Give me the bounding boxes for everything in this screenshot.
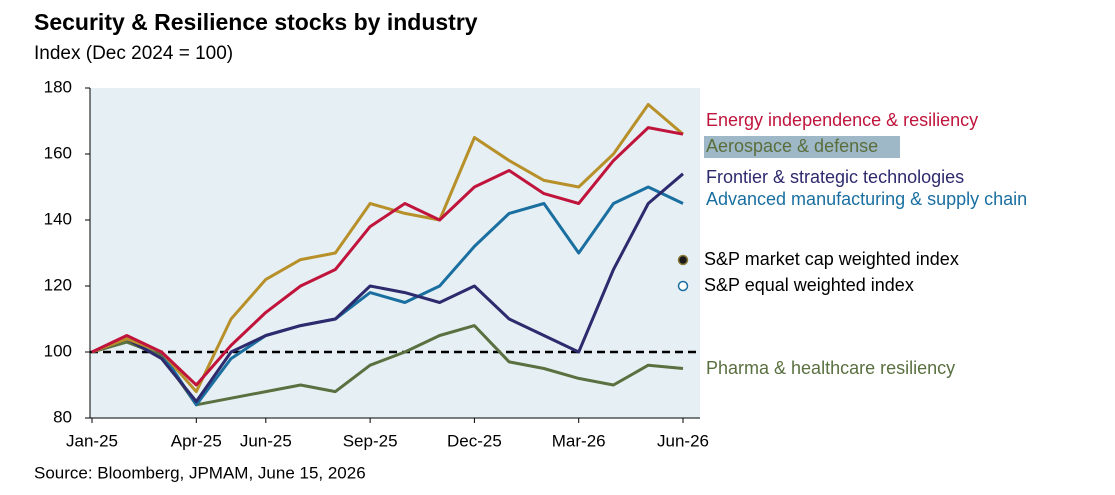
legend-label: S&P equal weighted index [704,275,914,295]
legend-label: Advanced manufacturing & supply chain [706,189,1027,209]
x-tick-label: Sep-25 [343,431,398,450]
series-line [91,172,684,403]
legend-label: Aerospace & defense [706,136,878,156]
chart-title: Security & Resilience stocks by industry [34,9,478,35]
legend-label: S&P market cap weighted index [704,249,959,269]
x-tick-label: Jun-26 [657,431,709,450]
legend-highlight [704,136,900,158]
series-line [91,126,684,387]
chart-subtitle: Index (Dec 2024 = 100) [34,43,233,64]
source: Source: Bloomberg, JPMAM, June 15, 2026 [34,463,366,482]
legend-marker [677,254,689,266]
series-line [91,103,684,394]
x-tick-label: Apr-25 [171,431,222,450]
legend-label: Frontier & strategic technologies [706,167,964,187]
y-tick-label: 80 [53,407,72,426]
x-tick-label: Jan-25 [66,431,118,450]
y-tick-label: 180 [44,77,72,96]
plot-background [90,88,700,418]
y-tick-label: 120 [44,275,72,294]
legend-marker [677,280,689,292]
y-tick-label: 140 [44,209,72,228]
legend-label: Energy independence & resiliency [706,110,978,130]
x-tick-label: Dec-25 [447,431,502,450]
y-tick-label: 100 [44,341,72,360]
legend-label: Pharma & healthcare resiliency [706,358,955,378]
y-tick-label: 160 [44,143,72,162]
x-tick-label: Jun-25 [240,431,292,450]
x-tick-label: Mar-26 [552,431,606,450]
